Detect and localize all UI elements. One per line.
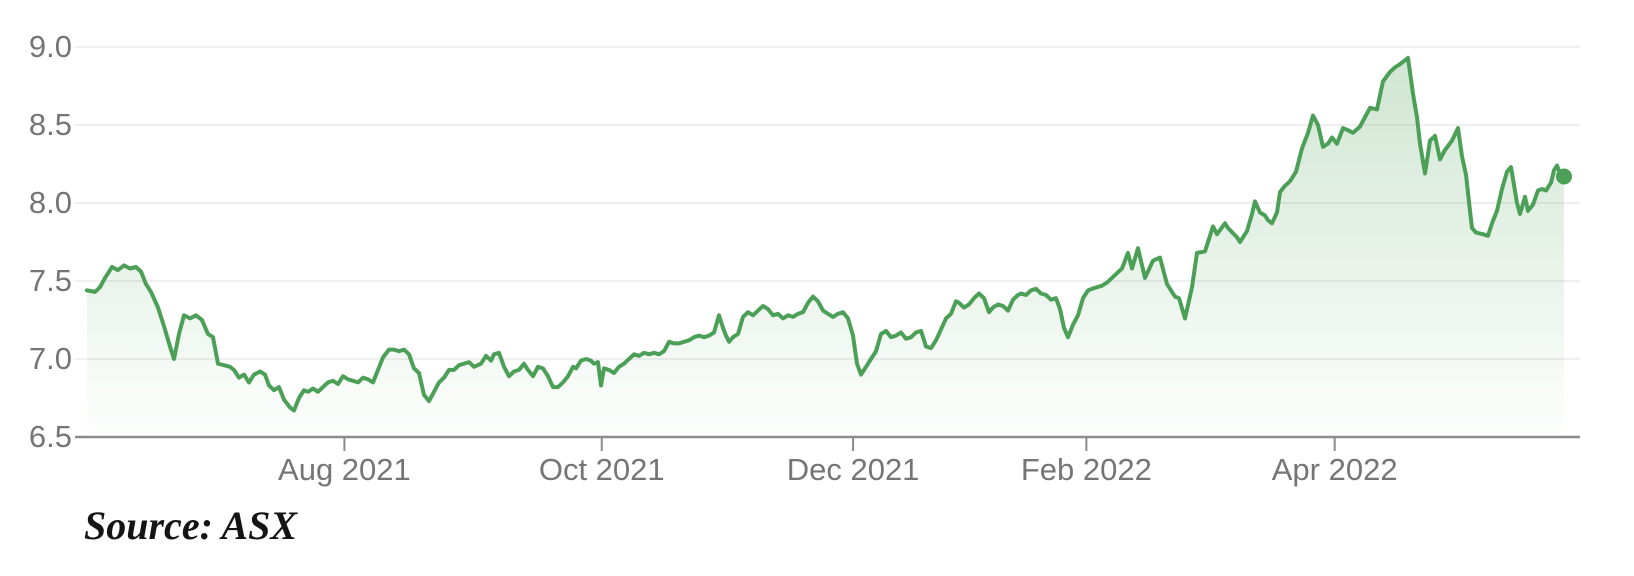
x-axis-tick-label: Dec 2021 — [786, 452, 920, 487]
y-axis-tick-label: 9.0 — [28, 29, 72, 64]
y-axis-tick-label: 7.5 — [28, 263, 72, 298]
x-axis-tick-label: Aug 2021 — [278, 452, 411, 487]
last-value-dot — [1556, 168, 1572, 185]
x-axis-tick-label: Apr 2022 — [1271, 452, 1398, 487]
y-axis-tick-label: 8.5 — [28, 107, 72, 142]
x-axis-tick-label: Oct 2021 — [538, 452, 665, 487]
x-axis-tick-label: Feb 2022 — [1020, 452, 1152, 487]
area-fill — [87, 57, 1564, 438]
y-axis-tick-label: 6.5 — [28, 419, 72, 454]
y-axis-tick-label: 8.0 — [28, 185, 72, 220]
y-axis-tick-label: 7.0 — [28, 341, 72, 376]
source-note: Source: ASX — [84, 503, 298, 548]
price-line — [85, 55, 1566, 413]
